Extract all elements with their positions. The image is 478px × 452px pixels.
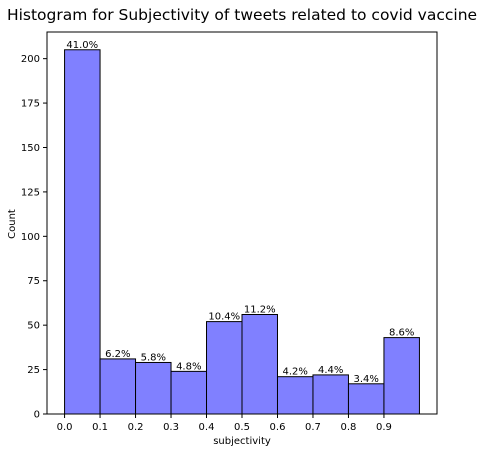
- y-axis-ticks: 0 25 50 75 100 125 150 175 200: [21, 54, 47, 421]
- bar-percent-label: 11.2%: [244, 305, 276, 316]
- x-tick-label: 0.1: [92, 422, 108, 433]
- histogram-bar: [135, 361, 172, 415]
- bars-group: [64, 49, 420, 415]
- x-tick-label: 0.8: [341, 422, 357, 433]
- histogram-bar: [206, 321, 243, 415]
- bar-percent-label: 8.6%: [389, 328, 414, 339]
- x-tick-label: 0.4: [199, 422, 215, 433]
- histogram-bar: [276, 376, 314, 415]
- y-tick-label: 150: [21, 143, 40, 154]
- histogram-bar: [99, 358, 137, 415]
- y-axis-label: Count: [7, 209, 18, 239]
- bar-percent-label: 10.4%: [208, 312, 240, 323]
- bar-percent-label: 4.2%: [283, 367, 308, 378]
- histogram-bar: [64, 49, 101, 415]
- x-tick-label: 0.9: [376, 422, 392, 433]
- bar-percent-label: 5.8%: [141, 352, 166, 363]
- bar-percent-label: 41.0%: [66, 40, 98, 51]
- chart-title: Histogram for Subjectivity of tweets rel…: [7, 6, 477, 24]
- bar-labels-group: 41.0% 6.2% 5.8% 4.8% 10.4% 11.2% 4.2% 4.4% 3.4% 8…: [66, 40, 414, 385]
- y-tick-label: 50: [27, 321, 40, 332]
- bar-percent-label: 4.8%: [176, 361, 201, 372]
- x-axis-ticks: 0.0 0.1 0.2 0.3 0.4 0.5 0.6 0.7 0.8 0.9: [57, 414, 392, 433]
- x-tick-label: 0.2: [128, 422, 144, 433]
- y-tick-label: 125: [21, 187, 40, 198]
- bar-percent-label: 3.4%: [354, 374, 379, 385]
- y-tick-label: 75: [27, 276, 40, 287]
- histogram-bar: [383, 337, 420, 415]
- x-tick-label: 0.0: [57, 422, 73, 433]
- x-axis-label: subjectivity: [213, 436, 271, 447]
- x-tick-label: 0.3: [163, 422, 179, 433]
- y-tick-label: 175: [21, 99, 40, 110]
- histogram-bar: [241, 314, 278, 415]
- y-tick-label: 25: [27, 365, 40, 376]
- y-tick-label: 200: [21, 54, 40, 65]
- histogram-bar: [347, 383, 385, 415]
- bar-percent-label: 6.2%: [105, 349, 130, 360]
- histogram-bar: [312, 374, 349, 415]
- bar-percent-label: 4.4%: [318, 365, 343, 376]
- x-tick-label: 0.5: [234, 422, 250, 433]
- x-tick-label: 0.6: [270, 422, 286, 433]
- x-tick-label: 0.7: [305, 422, 321, 433]
- y-tick-label: 0: [34, 410, 40, 421]
- y-tick-label: 100: [21, 232, 40, 243]
- histogram-bar: [170, 370, 208, 415]
